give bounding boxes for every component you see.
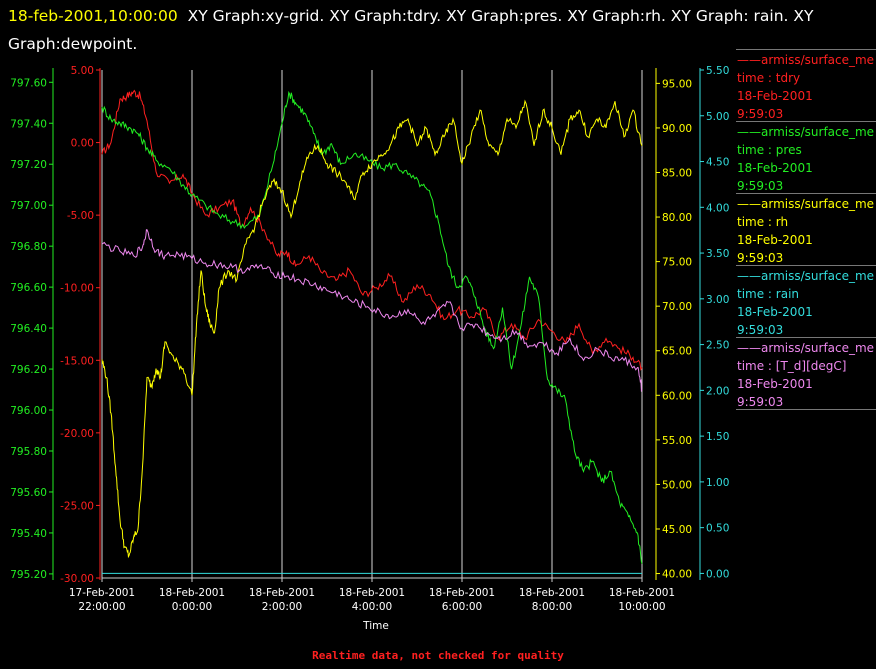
y-tick-label-rain: 1.00: [706, 477, 729, 489]
series-line-pres: [101, 90, 643, 564]
legend-date: 18-Feb-2001: [737, 377, 813, 391]
x-tick-label-time: 0:00:00: [172, 601, 212, 613]
y-tick-label-pres: 797.60: [10, 77, 47, 89]
legend-field: time : rh: [737, 215, 789, 229]
y-axes: 5.00 0.00 -5.00 -10.00 -15.00 -20.00 -25.00 -30…: [10, 65, 729, 585]
y-tick-label-rain: 3.00: [706, 294, 729, 306]
legend-field: time : pres: [737, 143, 802, 157]
legend-date: 18-Feb-2001: [737, 161, 813, 175]
series-line-tdry: [101, 89, 643, 371]
y-tick-label-pres: 797.40: [10, 118, 47, 130]
y-tick-label-rain: 4.00: [706, 202, 729, 214]
y-tick-label-rain: 5.00: [706, 111, 729, 123]
y-tick-label-tdry: -15.00: [60, 355, 94, 367]
y-tick-label-pres: 796.40: [10, 323, 47, 335]
x-axis: 17-Feb-2001 22:00:00 18-Feb-2001 0:00:00 18-…: [69, 577, 675, 632]
legend-time: 9:59:03: [737, 179, 784, 193]
header-title: 18-feb-2001,10:00:00 XY Graph:xy-grid. X…: [8, 2, 858, 58]
legend-separator: [736, 409, 876, 410]
legend-date: 18-Feb-2001: [737, 89, 813, 103]
y-tick-label-pres: 797.00: [10, 200, 47, 212]
y-tick-label-pres: 796.60: [10, 282, 47, 294]
quality-note: Realtime data, not checked for quality: [312, 649, 564, 662]
x-tick-label-time: 4:00:00: [352, 601, 392, 613]
y-tick-label-rh: 40.00: [662, 569, 692, 581]
y-tick-label-rh: 65.00: [662, 346, 692, 358]
y-tick-label-rain: 0.00: [706, 568, 729, 580]
y-tick-label-tdry: 0.00: [71, 138, 94, 150]
legend-source: ——armiss/surface_me: [737, 269, 875, 283]
legend-source: ——armiss/surface_me: [737, 125, 875, 139]
y-tick-label-tdry: -10.00: [60, 283, 94, 295]
legend-time: 9:59:03: [737, 323, 784, 337]
y-tick-label-rh: 95.00: [662, 78, 692, 90]
y-tick-label-pres: 795.40: [10, 528, 47, 540]
y-tick-label-pres: 797.20: [10, 159, 47, 171]
legend-source: ——armiss/surface_me: [737, 197, 875, 211]
legend-time: 9:59:03: [737, 107, 784, 121]
series-line-rh: [101, 99, 643, 559]
x-tick-label-date: 18-Feb-2001: [339, 587, 405, 599]
legend-source: ——armiss/surface_me: [737, 53, 875, 67]
x-tick-label-date: 18-Feb-2001: [519, 587, 585, 599]
legend-separator: [736, 337, 876, 338]
legend-time: 9:59:03: [737, 395, 784, 409]
y-tick-label-rh: 75.00: [662, 257, 692, 269]
x-tick-label-date: 18-Feb-2001: [429, 587, 495, 599]
legend-date: 18-Feb-2001: [737, 305, 813, 319]
y-tick-label-rh: 55.00: [662, 435, 692, 447]
legend-field: time : [T_d][degC]: [737, 359, 847, 373]
x-tick-label-time: 6:00:00: [442, 601, 482, 613]
y-tick-label-rh: 70.00: [662, 301, 692, 313]
legend-date: 18-Feb-2001: [737, 233, 813, 247]
y-tick-label-pres: 795.60: [10, 487, 47, 499]
y-tick-label-rain: 0.50: [706, 523, 729, 535]
x-tick-label-time: 22:00:00: [78, 601, 125, 613]
y-tick-label-pres: 796.80: [10, 241, 47, 253]
x-axis-label: Time: [362, 620, 389, 632]
y-tick-label-rain: 4.50: [706, 157, 729, 169]
x-tick-label-date: 18-Feb-2001: [159, 587, 225, 599]
legend-field: time : rain: [737, 287, 800, 301]
x-tick-label-time: 8:00:00: [532, 601, 572, 613]
y-tick-label-tdry: 5.00: [71, 65, 94, 77]
legend-time: 9:59:03: [737, 251, 784, 265]
x-tick-label-date: 18-Feb-2001: [249, 587, 315, 599]
y-tick-label-rh: 50.00: [662, 479, 692, 491]
y-tick-label-tdry: -30.00: [60, 573, 94, 585]
y-tick-label-rain: 2.50: [706, 340, 729, 352]
x-tick-label-time: 10:00:00: [618, 601, 665, 613]
y-tick-label-rain: 1.50: [706, 431, 729, 443]
legend-separator: [736, 121, 876, 122]
legend-separator: [736, 49, 876, 50]
y-tick-label-rh: 90.00: [662, 123, 692, 135]
legend-field: time : tdry: [737, 71, 801, 85]
y-tick-label-pres: 796.00: [10, 405, 47, 417]
header-graph-list: XY Graph:xy-grid. XY Graph:tdry. XY Grap…: [8, 7, 814, 53]
y-tick-label-rain: 3.50: [706, 248, 729, 260]
y-tick-label-pres: 795.20: [10, 569, 47, 581]
y-tick-label-rh: 80.00: [662, 212, 692, 224]
header-timestamp: 18-feb-2001,10:00:00: [8, 7, 178, 25]
y-tick-label-pres: 796.20: [10, 364, 47, 376]
x-tick-label-date: 18-Feb-2001: [609, 587, 675, 599]
y-tick-label-tdry: -5.00: [67, 210, 94, 222]
y-tick-label-rh: 45.00: [662, 524, 692, 536]
series-line-dewpoint: [101, 229, 643, 393]
legend-separator: [736, 193, 876, 194]
y-tick-label-rh: 85.00: [662, 167, 692, 179]
y-tick-label-tdry: -20.00: [60, 428, 94, 440]
y-tick-label-tdry: -25.00: [60, 500, 94, 512]
legend-source: ——armiss/surface_me: [737, 341, 875, 355]
x-tick-label-time: 2:00:00: [262, 601, 302, 613]
series-group: [101, 89, 643, 574]
x-grid: [101, 70, 643, 578]
y-tick-label-rain: 2.00: [706, 385, 729, 397]
legend-separator: [736, 265, 876, 266]
x-tick-label-date: 17-Feb-2001: [69, 587, 135, 599]
y-tick-label-pres: 795.80: [10, 446, 47, 458]
y-tick-label-rh: 60.00: [662, 390, 692, 402]
y-tick-label-rain: 5.50: [706, 65, 729, 77]
